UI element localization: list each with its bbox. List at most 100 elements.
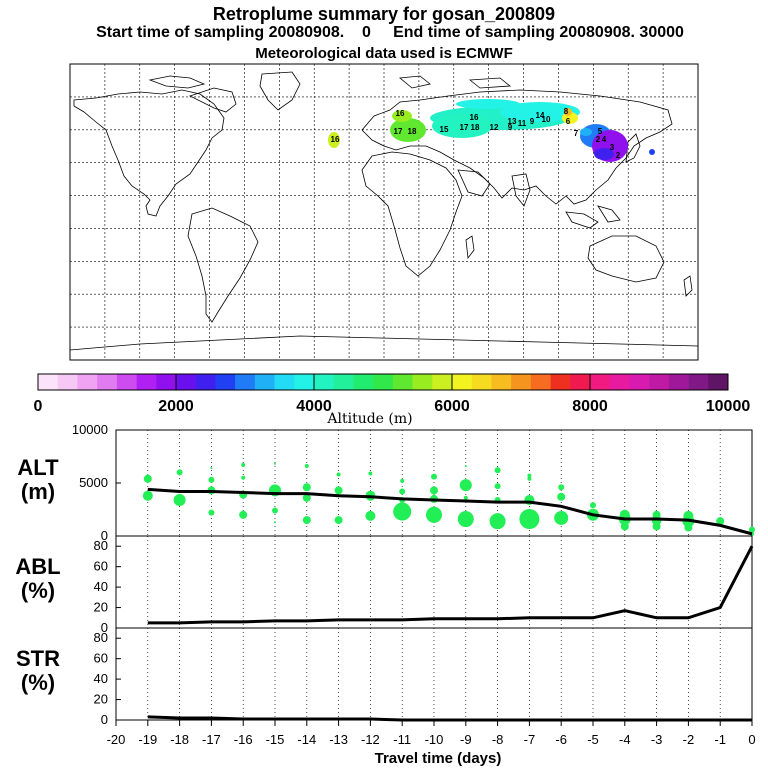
colorbar-swatch [511, 374, 532, 390]
colorbar-swatch [235, 374, 256, 390]
altitude-point [176, 469, 183, 476]
plume-blob [500, 102, 580, 122]
y-tick-label: 40 [94, 671, 108, 686]
plume-blob [392, 110, 412, 122]
altitude-point [302, 493, 311, 502]
altitude-point [393, 502, 412, 521]
altitude-point [241, 462, 246, 467]
colorbar-swatch [116, 374, 137, 390]
altitude-point [210, 467, 213, 470]
altitude-point [519, 509, 540, 530]
panel-unit-label: (m) [21, 479, 55, 504]
colorbar-tick-label: 6000 [434, 398, 470, 415]
mean-altitude-line [147, 487, 753, 536]
colorbar-swatch [274, 374, 295, 390]
plume-day-label: 10 [542, 115, 551, 124]
altitude-point [365, 510, 376, 521]
x-tick-label: -1 [714, 732, 726, 747]
plume-day-label: 5 [598, 127, 603, 136]
y-tick-label: 60 [94, 559, 108, 574]
x-tick-label: -11 [393, 732, 411, 747]
x-tick-label: -2 [683, 732, 695, 747]
altitude-point [304, 464, 309, 469]
colorbar-swatch [294, 374, 315, 390]
colorbar-swatch [176, 374, 197, 390]
altitude-point [173, 493, 186, 506]
colorbar-swatch [333, 374, 354, 390]
plume-blob [580, 128, 592, 136]
altitude-point [302, 516, 311, 525]
plume-day-label: 11 [518, 119, 527, 128]
panel-unit-label: (%) [21, 578, 55, 603]
altitude-point [459, 479, 472, 492]
x-tick-label: -15 [266, 732, 285, 747]
altitude-point [494, 467, 501, 474]
colorbar-frame [37, 373, 729, 391]
plume-day-label: 4 [602, 135, 607, 144]
panel-label: ABL [15, 554, 60, 579]
plume-day-label: 16 [396, 109, 405, 118]
x-tick-label: -8 [492, 732, 504, 747]
colorbar-swatch [373, 374, 394, 390]
altitude-point [399, 488, 406, 495]
altitude-point [208, 476, 215, 483]
panel-frame [115, 627, 753, 721]
colorbar-swatch [649, 374, 670, 390]
x-tick-label: -18 [170, 732, 189, 747]
y-tick-label: 80 [94, 538, 108, 553]
x-tick-label: -13 [329, 732, 348, 747]
x-axis-title: Travel time (days) [375, 750, 502, 767]
colorbar-swatch [491, 374, 512, 390]
altitude-point [684, 523, 693, 532]
altitude-point [558, 484, 565, 491]
altitude-point [274, 462, 276, 465]
plume-day-label: 3 [610, 143, 615, 152]
altitude-point [464, 465, 467, 468]
x-tick-label: -3 [651, 732, 663, 747]
plume-day-label: 18 [471, 123, 480, 132]
altitude-point [368, 471, 373, 476]
colorbar-swatch [550, 374, 571, 390]
colorbar-tick-label: 8000 [572, 398, 608, 415]
plume-day-label: 9 [508, 123, 513, 132]
plume-day-label: 15 [440, 125, 449, 134]
fraction-line [147, 545, 754, 625]
plume-blob [649, 149, 655, 155]
colorbar-swatch [392, 374, 413, 390]
panel-alt: 0 5000 10000 ALT(m) [17, 422, 755, 543]
colorbar-swatch [97, 374, 118, 390]
colorbar-swatch [432, 374, 453, 390]
plume-blob [594, 148, 614, 160]
altitude-point [336, 472, 341, 477]
x-tick-label: -4 [619, 732, 631, 747]
x-tick-label: -7 [524, 732, 536, 747]
plume-blob [432, 114, 492, 138]
plume-day-label: 9 [530, 117, 535, 126]
colorbar-swatch [254, 374, 275, 390]
plume-day-label: 17 [460, 123, 469, 132]
panel-label: ALT [17, 455, 59, 480]
plume-day-label: 13 [508, 117, 517, 126]
plume-day-label: 14 [536, 111, 545, 120]
colorbar-tick-label: 2000 [158, 398, 194, 415]
altitude-point [527, 476, 532, 481]
altitude-point [431, 473, 437, 480]
x-tick-label: 0 [748, 732, 755, 747]
altitude-point [241, 475, 246, 480]
plume-blob [456, 99, 520, 109]
plume-day-label: 2 [616, 151, 621, 160]
altitude-point [274, 521, 276, 524]
plume-blob [564, 108, 572, 116]
altitude-point [334, 516, 343, 525]
colorbar-swatch [77, 374, 98, 390]
altitude-point [302, 483, 311, 492]
altitude-point [239, 510, 248, 519]
x-tick-label: -5 [587, 732, 599, 747]
colorbar-tick-label: 0 [34, 398, 43, 415]
colorbar-swatch [314, 374, 335, 390]
colorbar-swatch [609, 374, 630, 390]
y-tick-label: 0 [101, 712, 108, 727]
time-series-panels: 0500010000ALT(m)020406080ABL(%)020406080… [15, 422, 755, 767]
